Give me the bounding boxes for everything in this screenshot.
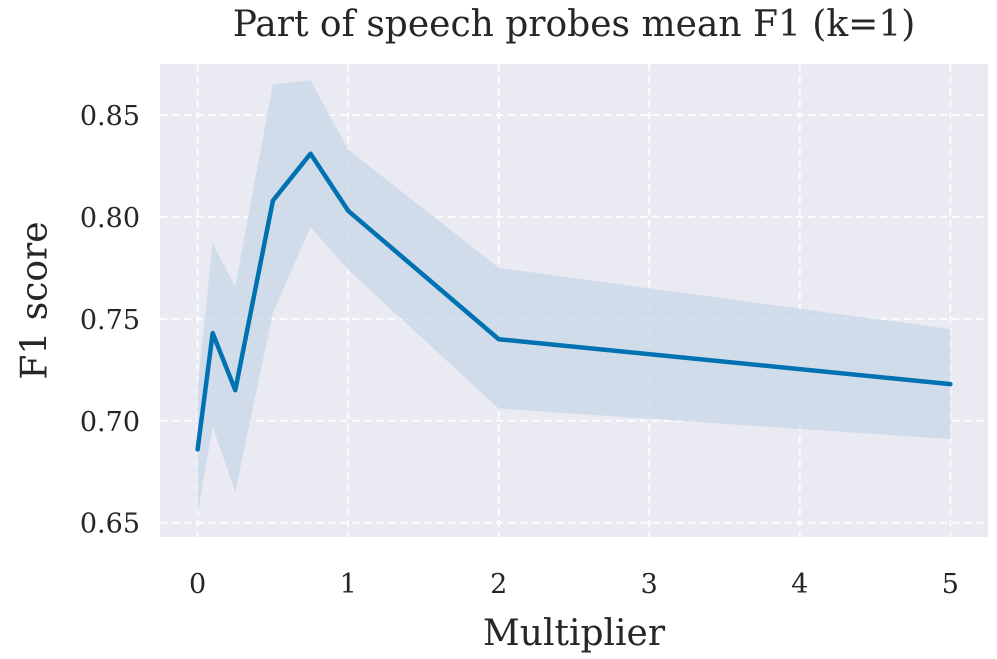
y-tick-label: 0.85	[80, 101, 140, 132]
x-tick-label: 3	[641, 569, 658, 600]
grid	[160, 64, 988, 537]
y-tick-label: 0.80	[80, 203, 140, 234]
x-tick-label: 4	[791, 569, 808, 600]
x-tick-label: 5	[942, 569, 959, 600]
chart-title: Part of speech probes mean F1 (k=1)	[233, 4, 916, 45]
y-tick-label: 0.75	[80, 305, 140, 336]
x-tick-label: 2	[490, 569, 507, 600]
x-tick-label: 1	[340, 569, 357, 600]
y-axis-ticks: 0.65 0.70 0.75 0.80 0.85	[80, 101, 140, 540]
confidence-band	[197, 80, 951, 515]
series-line	[195, 151, 953, 452]
y-tick-label: 0.65	[80, 509, 140, 540]
x-tick-label: 0	[189, 569, 206, 600]
x-axis-label: Multiplier	[483, 613, 666, 654]
y-tick-label: 0.70	[80, 407, 140, 438]
x-axis-ticks: 0 1 2 3 4 5	[189, 569, 959, 600]
y-axis-label: F1 score	[15, 221, 56, 379]
